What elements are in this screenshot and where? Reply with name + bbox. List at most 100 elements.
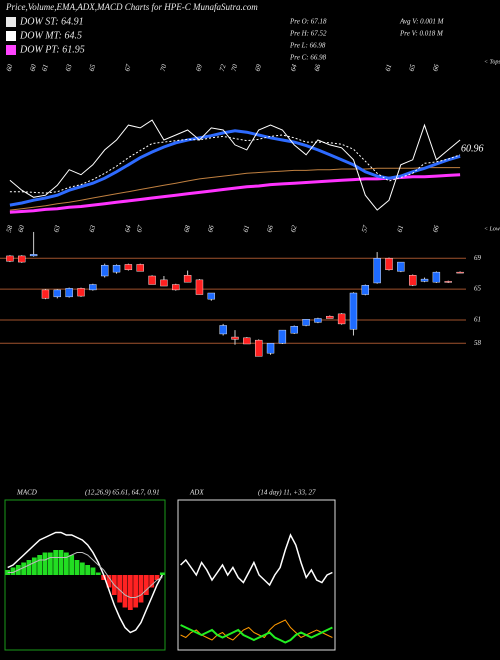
legend-swatch bbox=[6, 45, 16, 55]
histogram-bar bbox=[63, 552, 69, 575]
candle-body bbox=[444, 281, 452, 283]
top-label: 66 bbox=[313, 63, 323, 72]
top-label: 70 bbox=[230, 63, 240, 72]
top-label: 60 bbox=[5, 63, 15, 72]
info-text: Pre O: 67.18 bbox=[289, 18, 327, 26]
panel-subtitle: (14 day) 11, +33, 27 bbox=[258, 489, 316, 497]
series-line bbox=[7, 531, 163, 634]
candle-body bbox=[231, 336, 239, 340]
top-label: 70 bbox=[159, 63, 169, 72]
candle-body bbox=[65, 288, 73, 298]
histogram-bar bbox=[85, 565, 91, 575]
histogram-bar bbox=[79, 562, 85, 575]
candle-body bbox=[337, 313, 346, 325]
panel-title: ADX bbox=[189, 489, 204, 497]
candle-body bbox=[302, 319, 310, 326]
low-label: 60 bbox=[17, 224, 27, 233]
candle-body bbox=[361, 285, 370, 295]
candle-body bbox=[112, 264, 121, 273]
panel-frame bbox=[4, 499, 166, 651]
series-line bbox=[7, 552, 163, 598]
low-label: 68 bbox=[182, 224, 192, 233]
info-text: Avg V: 0.001 M bbox=[399, 18, 445, 26]
candle-body bbox=[408, 275, 417, 286]
y-tick-label: 58 bbox=[474, 339, 482, 347]
candle-body bbox=[326, 315, 334, 319]
low-label: 66 bbox=[265, 224, 275, 233]
candle-body bbox=[278, 329, 287, 344]
candle-body bbox=[124, 264, 133, 271]
candle-body bbox=[172, 284, 180, 291]
candle-body bbox=[290, 326, 298, 334]
chart-title: Price,Volume,EMA,ADX,MACD Charts for HPE… bbox=[5, 2, 258, 12]
panel-frame bbox=[177, 499, 336, 651]
candle-body bbox=[100, 264, 109, 277]
lows-caption: < Lows bbox=[484, 226, 500, 232]
candle-body bbox=[160, 279, 168, 287]
low-label: 58 bbox=[5, 224, 15, 233]
low-label: 66 bbox=[431, 224, 441, 233]
candle-body bbox=[219, 325, 227, 335]
histogram-bar bbox=[133, 575, 139, 608]
top-label: 72 bbox=[218, 63, 228, 72]
candle-body bbox=[243, 337, 251, 345]
candle-body bbox=[314, 318, 322, 323]
histogram-bar bbox=[10, 567, 16, 575]
histogram-bar bbox=[69, 555, 75, 575]
candle-body bbox=[6, 255, 14, 262]
series-line bbox=[9, 119, 461, 211]
y-tick-label: 61 bbox=[474, 316, 481, 324]
histogram-bar bbox=[58, 550, 64, 575]
histogram-bar bbox=[117, 575, 123, 603]
candle-body bbox=[373, 258, 381, 284]
candle-body bbox=[18, 255, 26, 263]
histogram-bar bbox=[138, 575, 144, 603]
candle-body bbox=[41, 289, 50, 299]
histogram-bar bbox=[122, 575, 128, 608]
low-label: 63 bbox=[52, 224, 62, 233]
candle-body bbox=[420, 278, 429, 282]
candle-body bbox=[53, 289, 62, 298]
candle-body bbox=[456, 271, 464, 274]
histogram-bar bbox=[154, 575, 160, 580]
histogram-bar bbox=[95, 572, 101, 575]
histogram-bar bbox=[31, 557, 37, 575]
top-label: 67 bbox=[123, 63, 133, 72]
top-label: 66 bbox=[431, 63, 441, 72]
histogram-bar bbox=[159, 572, 165, 575]
histogram-bar bbox=[149, 575, 155, 588]
candle-body bbox=[397, 261, 405, 272]
top-label: 69 bbox=[194, 63, 204, 72]
histogram-bar bbox=[37, 555, 43, 575]
candle-body bbox=[89, 284, 97, 291]
histogram-bar bbox=[90, 567, 96, 575]
info-text: Pre H: 67.52 bbox=[289, 30, 327, 38]
histogram-bar bbox=[143, 575, 149, 595]
histogram-bar bbox=[21, 562, 27, 575]
top-label: 65 bbox=[88, 63, 98, 72]
info-text: Pre C: 66.98 bbox=[289, 54, 327, 62]
y-tick-label: 65 bbox=[474, 285, 482, 293]
low-label: 61 bbox=[242, 224, 252, 233]
tops-caption: < Tops bbox=[484, 59, 500, 65]
histogram-bar bbox=[127, 575, 133, 610]
histogram-bar bbox=[101, 575, 107, 580]
low-label: 61 bbox=[396, 224, 406, 233]
candle-body bbox=[29, 254, 38, 257]
series-line bbox=[180, 624, 333, 644]
legend-label: DOW ST: 64.91 bbox=[19, 16, 84, 27]
series-line bbox=[9, 129, 461, 207]
legend-swatch bbox=[6, 31, 16, 41]
candle-body bbox=[148, 275, 156, 285]
legend-label: DOW MT: 64.5 bbox=[19, 30, 82, 41]
top-label: 69 bbox=[254, 63, 264, 72]
candle-body bbox=[207, 292, 216, 300]
candle-body bbox=[349, 292, 358, 330]
top-label: 64 bbox=[289, 63, 299, 72]
low-label: 67 bbox=[135, 224, 145, 233]
candle-body bbox=[266, 343, 275, 354]
low-label: 63 bbox=[88, 224, 98, 233]
